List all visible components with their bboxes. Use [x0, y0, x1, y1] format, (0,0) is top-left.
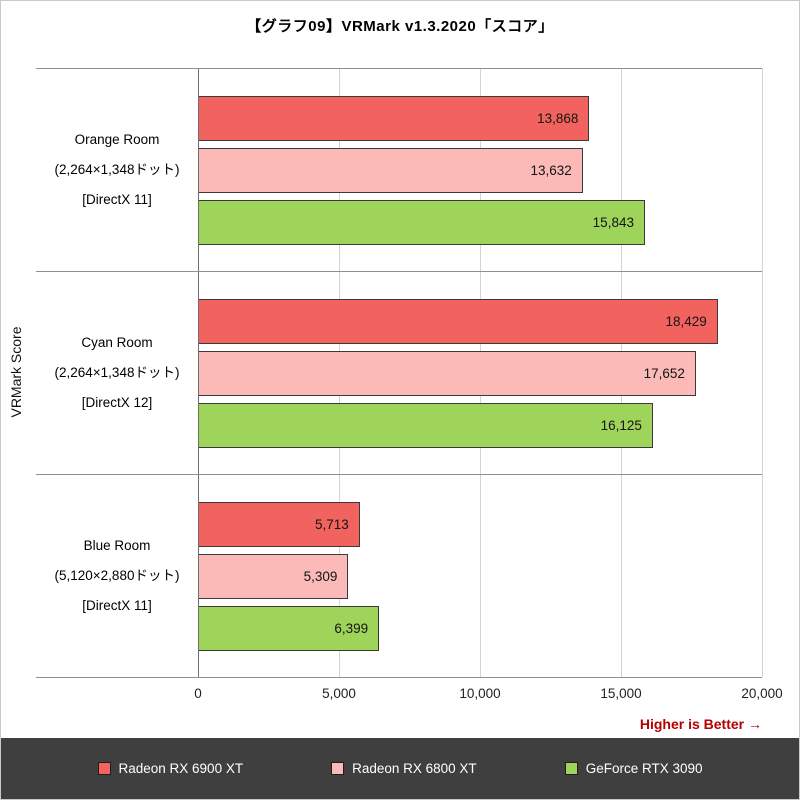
x-tick-label: 20,000: [741, 686, 783, 701]
bar-value-label: 5,309: [303, 568, 338, 584]
x-axis-ticks: 0 5,000 10,000 15,000 20,000: [194, 678, 782, 702]
bar-radeon-rx-6800-xt: 13,632: [199, 147, 583, 193]
category-label: Cyan Room (2,264×1,348ドット) [DirectX 12]: [36, 272, 198, 474]
bar-geforce-rtx-3090: 16,125: [199, 402, 653, 448]
bar-radeon-rx-6900-xt: 18,429: [199, 298, 718, 344]
category-label-line: Orange Room: [74, 132, 160, 147]
bar-radeon-rx-6800-xt: 5,309: [199, 553, 349, 599]
legend-swatch: [564, 762, 578, 775]
legend-item: Radeon RX 6800 XT: [331, 761, 477, 776]
legend-label: GeForce RTX 3090: [585, 761, 703, 776]
bar-geforce-rtx-3090: 6,399: [199, 605, 380, 651]
higher-is-better-note: Higher is Better →: [639, 716, 762, 732]
category-label-line: Cyan Room: [81, 335, 153, 350]
category-label: Orange Room (2,264×1,348ドット) [DirectX 11]: [36, 69, 198, 271]
x-tick-label: 10,000: [459, 686, 501, 701]
category-label-line: Blue Room: [83, 538, 151, 553]
category-label-line: (5,120×2,880ドット): [54, 568, 180, 583]
legend-label: Radeon RX 6900 XT: [118, 761, 244, 776]
category-label-line: [DirectX 11]: [82, 598, 152, 613]
bar-radeon-rx-6900-xt: 5,713: [199, 501, 360, 547]
x-tick-label: 5,000: [322, 686, 356, 701]
bar-geforce-rtx-3090: 15,843: [199, 199, 645, 245]
bar-value-label: 6,399: [334, 620, 369, 636]
chart-group: Blue Room (5,120×2,880ドット) [DirectX 11] 5,7…: [36, 474, 762, 677]
bar-value-label: 16,125: [600, 417, 642, 433]
plot-area: Orange Room (2,264×1,348ドット) [DirectX 11] 1…: [36, 68, 763, 678]
category-label-line: (2,264×1,348ドット): [54, 162, 180, 177]
chart-area: Orange Room (2,264×1,348ドット) [DirectX 11] 1…: [36, 68, 783, 732]
bar-value-label: 15,843: [592, 214, 634, 230]
chart-title: 【グラフ09】VRMark v1.3.2020「スコア」: [246, 18, 554, 35]
chart-group: Orange Room (2,264×1,348ドット) [DirectX 11] 1…: [36, 68, 762, 271]
legend-label: Radeon RX 6800 XT: [352, 761, 477, 776]
bar-area: 13,868 13,632 15,843: [198, 69, 762, 271]
legend-swatch: [331, 762, 345, 775]
bar-value-label: 18,429: [665, 313, 707, 329]
x-tick-label: 0: [194, 686, 202, 701]
bar-value-label: 17,652: [643, 365, 685, 381]
legend: Radeon RX 6900 XT Radeon RX 6800 XT GeForc…: [1, 738, 799, 799]
legend-item: GeForce RTX 3090: [564, 761, 703, 776]
bar-area: 5,713 5,309 6,399: [198, 475, 762, 677]
x-tick-label: 15,000: [600, 686, 642, 701]
category-label: Blue Room (5,120×2,880ドット) [DirectX 11]: [36, 475, 198, 677]
bar-radeon-rx-6800-xt: 17,652: [199, 350, 696, 396]
chart-group: Cyan Room (2,264×1,348ドット) [DirectX 12] 18,…: [36, 271, 762, 474]
bar-value-label: 13,868: [537, 110, 579, 126]
category-label-line: [DirectX 11]: [82, 192, 152, 207]
bar-value-label: 13,632: [530, 162, 572, 178]
legend-item: Radeon RX 6900 XT: [97, 761, 244, 776]
legend-swatch: [97, 762, 111, 775]
category-label-line: [DirectX 12]: [81, 395, 153, 410]
bar-radeon-rx-6900-xt: 13,868: [199, 95, 590, 141]
category-label-line: (2,264×1,348ドット): [54, 365, 180, 380]
bar-value-label: 5,713: [315, 516, 349, 532]
gridline: [762, 68, 763, 677]
bar-area: 18,429 17,652 16,125: [198, 272, 762, 474]
y-axis-title: VRMark Score: [8, 326, 24, 418]
